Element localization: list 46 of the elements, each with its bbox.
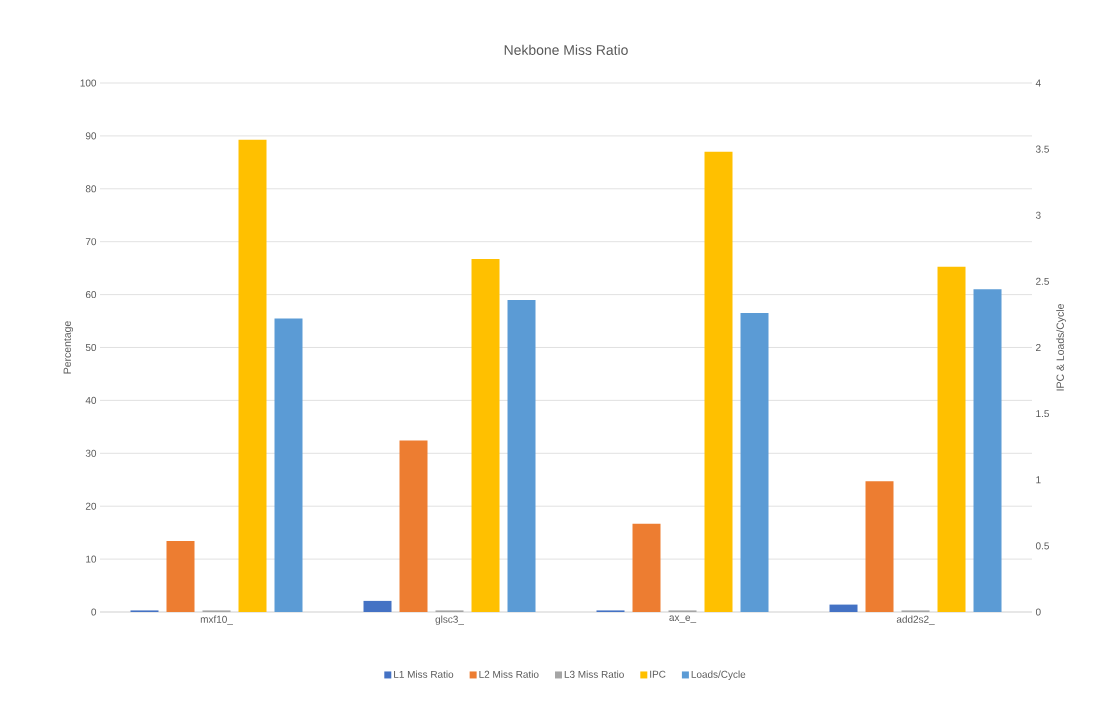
y2-tick-label: 3.5 [1035,145,1049,153]
bar [829,604,858,612]
bar [937,266,966,612]
bar [363,600,392,612]
x-tick-label: add2s2_ [896,615,935,625]
y2-tick-label: 2 [1036,344,1041,351]
y-tick-label: 70 [85,238,97,246]
legend-label: IPC [650,670,666,678]
y-tick-label: 80 [85,185,97,193]
x-tick-label: glsc3_ [435,615,465,625]
y2-tick-label: 4 [1035,79,1041,87]
legend-label: L1 Miss Ratio [394,670,454,678]
bar [507,299,536,612]
y-tick-label: 100 [80,79,97,87]
y2-tick-label: 0.5 [1035,542,1049,550]
bar [274,318,303,612]
y2-tick-label: 2.5 [1036,277,1049,285]
bar [704,151,733,612]
y-tick-label: 0 [91,608,97,616]
bar [166,541,195,612]
y-tick-label: 60 [85,291,97,299]
y-tick-label: 90 [85,132,97,140]
bar [632,523,661,612]
chart-title: Nekbone Miss Ratio [504,44,628,55]
y2-tick-label: 0 [1035,608,1041,616]
y2-axis-title: IPC & Loads/Cycle [1056,304,1066,391]
y-axis-title: Percentage [63,321,74,374]
y-tick-label: 50 [85,343,97,352]
y-tick-label: 20 [85,502,97,510]
y2-tick-label: 3 [1035,211,1041,219]
bar [865,481,894,612]
bar [471,258,500,612]
y2-tick-label: 1 [1036,476,1041,484]
y-tick-label: 10 [86,555,97,563]
x-tick-label: ax_e_ [669,615,697,623]
bar [238,139,267,612]
bar [973,289,1002,612]
x-tick-label: mxf10_ [200,615,233,625]
y-tick-label: 40 [85,396,97,404]
bar [740,313,769,612]
bar [399,440,428,612]
y-tick-label: 30 [85,449,97,457]
legend-label: L2 Miss Ratio [479,670,539,678]
legend-label: L3 Miss Ratio [564,670,624,678]
y2-tick-label: 1.5 [1036,410,1049,418]
legend-label: Loads/Cycle [691,670,746,680]
